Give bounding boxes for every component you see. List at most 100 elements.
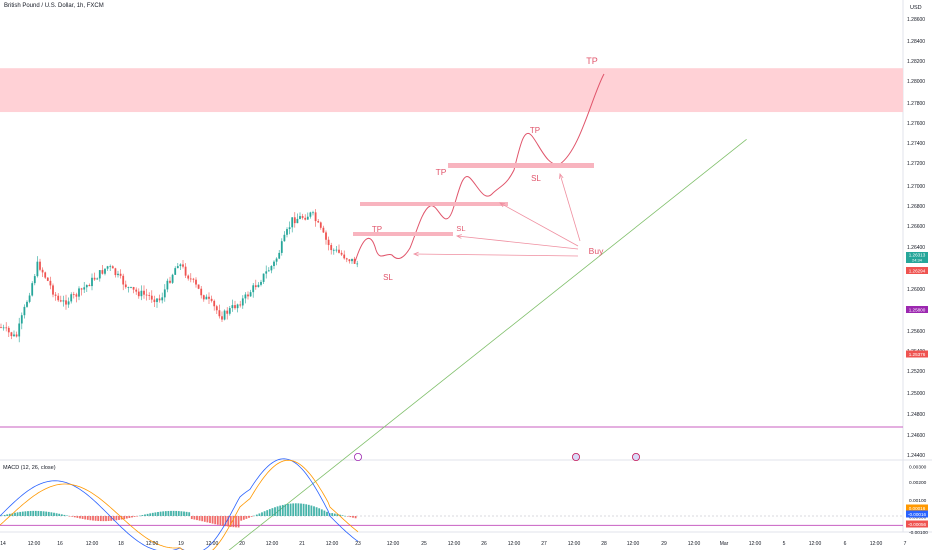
candle-body [62, 300, 65, 302]
candle-body [319, 222, 322, 228]
candle-body [174, 268, 177, 275]
candle-body [192, 278, 195, 280]
price-tick-label: 1.25200 [907, 369, 925, 375]
candle-body [135, 289, 138, 292]
macd-histogram-bar [224, 516, 227, 527]
candle-body [348, 259, 351, 262]
time-tick-label: 27 [541, 541, 547, 547]
candle-body [296, 218, 299, 224]
candle-body [231, 305, 234, 309]
macd-histogram-bar [336, 514, 339, 516]
macd-histogram-bar [214, 516, 217, 525]
price-tick-label: 1.24600 [907, 433, 925, 439]
candle-body [257, 284, 260, 288]
macd-histogram-bar [128, 516, 131, 519]
macd-histogram-bar [19, 511, 22, 516]
price-tick-label: 1.26600 [907, 224, 925, 230]
candle-body [78, 288, 80, 297]
macd-line [0, 458, 359, 550]
trend-line [228, 139, 747, 550]
macd-histogram-bar [183, 511, 185, 516]
macd-histogram-bar [255, 514, 258, 516]
macd-histogram-bar [47, 511, 50, 516]
candle-body [117, 273, 119, 276]
macd-histogram-bar [16, 512, 19, 516]
candle-body [59, 300, 62, 302]
macd-histogram-bar [24, 511, 27, 516]
time-tick-label: 14 [0, 541, 6, 547]
candle-body [26, 301, 28, 307]
macd-histogram-bar [11, 513, 14, 516]
candle-body [247, 294, 249, 297]
macd-histogram-bar [27, 511, 29, 516]
candle-body [114, 268, 117, 276]
candle-body [156, 298, 158, 303]
candle-body [262, 273, 265, 282]
macd-histogram-bar [341, 515, 344, 516]
candle-body [228, 308, 231, 314]
time-tick-label: 28 [601, 541, 607, 547]
macd-histogram-bar [302, 503, 305, 516]
price-tick-label: 1.24800 [907, 412, 925, 418]
candle-body [254, 285, 257, 288]
macd-histogram-bar [250, 516, 253, 517]
macd-badge-label: -0.00056 [908, 522, 927, 527]
candle-body [52, 285, 54, 295]
candle-body [325, 232, 327, 240]
macd-histogram-bar [29, 510, 32, 516]
price-tick-label: 1.26800 [907, 204, 925, 210]
macd-histogram-bar [60, 514, 63, 516]
candle-body [46, 277, 49, 281]
candle-body [182, 264, 184, 267]
price-badge-label: 1.25376 [909, 352, 926, 357]
candle-body [13, 334, 15, 337]
candle-body [148, 295, 151, 297]
macd-histogram-bar [310, 505, 313, 516]
candle-body [278, 252, 281, 259]
macd-histogram-bar [346, 516, 349, 517]
candle-body [301, 216, 304, 218]
candle-body [41, 269, 44, 273]
candle-body [267, 270, 270, 272]
candle-body [31, 283, 34, 296]
candle-body [153, 299, 156, 303]
macd-histogram-bar [180, 511, 183, 516]
price-tick-label: 1.28600 [907, 17, 925, 23]
candle-body [65, 300, 67, 305]
candle-body [239, 304, 242, 306]
event-marker-icon [353, 452, 362, 461]
candle-body [104, 268, 106, 274]
candle-body [119, 273, 122, 276]
macd-indicator-label[interactable]: MACD (12, 26, close) [3, 465, 56, 471]
time-tick-label: 12:00 [809, 541, 822, 547]
macd-histogram-bar [279, 505, 282, 516]
candle-body [179, 264, 182, 267]
macd-histogram-bar [222, 516, 224, 526]
macd-histogram-bar [190, 516, 193, 520]
macd-histogram-bar [167, 510, 170, 516]
candle-body [106, 266, 109, 269]
candle-body [67, 301, 70, 305]
macd-histogram-bar [307, 504, 310, 516]
price-badge [906, 252, 928, 263]
candle-body [93, 277, 96, 280]
symbol-title: British Pound / U.S. Dollar, 1h, FXCM [4, 3, 104, 9]
chart-annotation-tp: TP [436, 167, 447, 177]
candle-body [306, 216, 309, 220]
macd-histogram-bar [354, 516, 357, 519]
candle-body [213, 300, 216, 307]
time-tick-label: 29 [661, 541, 667, 547]
macd-badge-label: 0.00016 [909, 506, 926, 511]
chart-annotation-buy: Buy [589, 246, 604, 256]
macd-histogram-bar [253, 515, 256, 517]
macd-histogram-bar [32, 510, 35, 516]
chart-annotation-tp: TP [372, 225, 382, 234]
macd-histogram-bar [1, 515, 3, 517]
price-tick-label: 1.27800 [907, 101, 925, 107]
price-tick-label: 1.27200 [907, 161, 925, 167]
macd-histogram-bar [289, 503, 292, 516]
macd-histogram-bar [105, 516, 107, 522]
time-tick-label: 25 [421, 541, 427, 547]
macd-histogram-bar [344, 515, 347, 517]
